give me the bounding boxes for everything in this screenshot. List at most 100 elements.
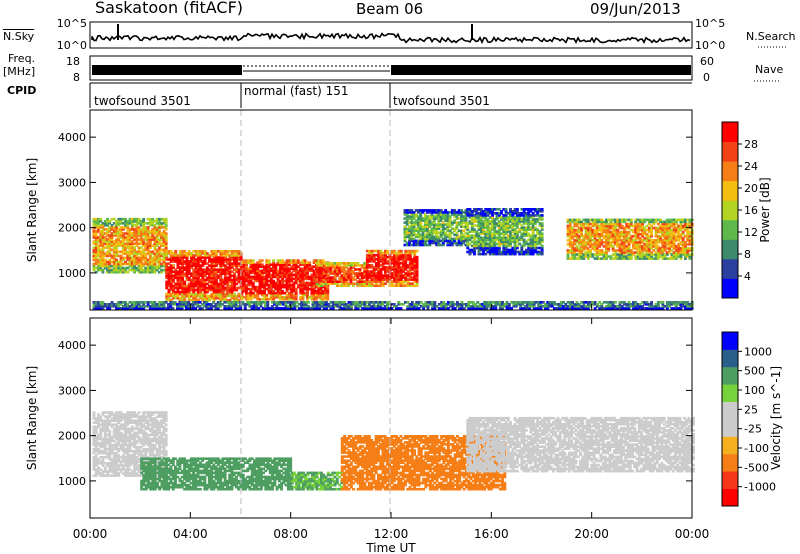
power-cell [148,230,152,233]
power-cell [303,273,307,277]
power-cell [674,245,678,248]
power-cell [137,268,141,272]
power-cell [172,274,175,278]
power-cell [629,220,633,224]
power-cell [249,267,253,271]
power-cell [611,224,615,228]
power-cell [534,228,537,231]
power-cell [688,243,692,246]
power-cell [513,246,517,250]
power-cell [495,224,499,227]
power-cell [121,234,125,237]
power-cell [99,240,103,243]
power-cell [488,244,492,248]
power-cell [97,226,100,229]
power-cell [408,264,412,267]
power-cell [466,228,470,231]
power-cell [250,301,254,304]
power-cell [233,264,236,267]
power-cell [439,213,443,216]
power-cell [600,230,604,234]
power-cell [103,222,107,225]
power-cell [379,284,383,287]
power-cell [372,280,376,283]
power-cell [672,234,676,238]
power-cell [616,249,620,252]
power-cell [176,260,180,263]
power-cell [684,224,687,228]
power-cell [524,212,528,215]
power-cell [524,248,528,252]
power-cell [573,220,577,224]
power-cell [629,251,633,254]
power-cell [450,221,454,224]
power-cell [135,226,139,229]
power-cell [208,260,211,263]
power-cell [194,303,197,306]
power-cell [524,228,528,231]
power-cell [219,262,223,265]
power-cell [133,254,136,258]
power-cell [393,280,396,283]
power-cell [647,222,651,226]
power-cell [302,303,306,306]
power-cell [276,291,280,295]
power-cell [484,224,488,227]
power-cell [488,252,492,256]
power-cell [94,307,98,310]
power-cell [160,236,164,239]
power-cell [169,270,173,273]
power-cell [315,270,319,273]
power-cell [119,228,123,231]
power-cell [413,270,417,273]
power-cell [292,261,296,264]
power-cell [659,218,662,222]
power-cell [260,293,264,297]
power-cell [488,208,492,211]
power-cell [573,247,577,250]
power-cell [112,240,116,243]
power-cell [235,264,239,267]
power-cell [529,222,533,225]
power-cell [112,244,116,247]
power-cell [623,245,626,248]
power-cell [356,274,360,277]
power-cell [99,220,103,223]
power-cell [205,268,209,271]
power-cell [214,262,218,265]
power-cell [303,293,307,297]
power-cell [670,236,674,240]
power-cell [495,230,499,233]
power-cell [356,280,360,283]
power-cell [269,281,273,285]
power-cell [274,287,278,291]
power-cell [656,245,660,248]
power-cell [117,262,121,266]
power-cell [629,239,633,242]
power-cell [386,260,390,263]
power-cell [393,251,396,255]
power-cell [647,253,651,256]
power-cell [165,262,169,265]
power-cell [527,216,531,219]
power-cell [650,224,653,228]
power-cell [245,269,248,273]
power-cell [267,265,271,268]
power-cell [294,277,298,281]
power-cell [174,260,178,263]
power-cell [301,267,305,271]
power-cell [428,209,432,212]
power-cell [151,301,155,304]
power-cell [377,274,381,277]
power-cell [534,234,537,237]
power-cell [201,268,205,271]
power-cell [235,262,239,265]
power-cell [181,274,184,278]
power-cell [263,283,266,287]
power-cell [482,236,485,240]
power-cell [534,208,537,211]
power-cell [661,224,665,228]
power-cell [580,239,583,242]
power-cell [210,264,214,267]
power-cell [342,268,346,271]
